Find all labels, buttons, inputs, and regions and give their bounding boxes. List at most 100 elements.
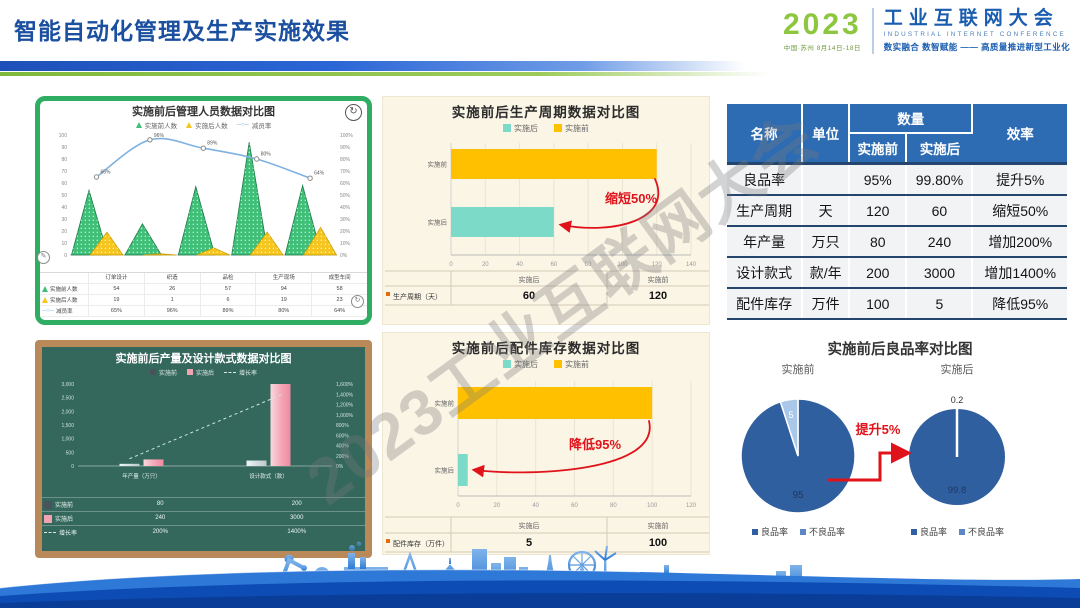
svg-text:100%: 100% [340,133,353,139]
svg-text:80: 80 [585,262,592,268]
svg-text:100: 100 [59,133,68,139]
decorative-circle-icon: ✎ [37,251,50,264]
svg-text:60: 60 [61,181,67,187]
svg-text:200%: 200% [336,454,349,460]
svg-text:5: 5 [526,537,532,549]
svg-text:80%: 80% [340,157,351,163]
svg-text:600%: 600% [336,433,349,439]
wave-decoration [0,569,1080,608]
svg-text:0: 0 [456,503,460,509]
svg-text:2,500: 2,500 [61,396,74,402]
svg-text:120: 120 [649,290,667,302]
svg-text:1,500: 1,500 [61,423,74,429]
svg-text:40: 40 [61,205,67,211]
svg-text:20%: 20% [340,229,351,235]
svg-text:实施后: 实施后 [435,466,455,475]
svg-text:实施前: 实施前 [435,399,455,408]
svg-text:3,000: 3,000 [61,382,74,388]
logo-venue: 中国·苏州 8月14日-18日 [783,45,861,52]
svg-text:良品率: 良品率 [761,526,788,537]
output-table-row: 实施前 80 200 [42,497,365,511]
cycle-chart-panel: 实施前后生产周期数据对比图 实施后 实施前 0 20 40 60 80 100 120 140 实… [382,96,710,325]
svg-text:实施后: 实施后 [519,275,540,284]
logo-name-en: INDUSTRIAL INTERNET CONFERENCE [883,31,1066,38]
svg-text:96%: 96% [154,133,165,139]
summary-table-body: 良品率 95% 99.80% 提升5% 生产周期天 120 60 缩短50% 年产量 万只 80 24… [727,163,1067,320]
svg-text:120: 120 [652,262,663,268]
svg-text:80: 80 [61,157,67,163]
svg-text:60: 60 [551,262,558,268]
staff-table-row: 实施后人数 19 1 6 19 23 [40,295,367,306]
inventory-chart-panel: 实施前后配件库存数据对比图 实施后 实施前 0 20 40 60 80 100 120 实施前实… [382,332,710,555]
svg-text:140: 140 [686,262,697,268]
svg-text:实施后: 实施后 [428,218,448,227]
svg-text:设计款式（款）: 设计款式（款） [249,472,288,480]
svg-text:1,400%: 1,400% [336,392,354,398]
refresh-icon: ↻ [345,104,362,121]
output-chart-panel: 实施前后产量及设计款式数据对比图 实施前 实施后 增长率 0 500 1,000 1,50… [35,340,372,558]
svg-text:良品率: 良品率 [920,526,947,537]
svg-text:65%: 65% [101,170,112,176]
svg-text:实施后: 实施后 [941,362,974,376]
svg-text:500: 500 [66,450,75,456]
svg-text:30: 30 [61,217,67,223]
svg-text:0.2: 0.2 [951,395,964,405]
svg-text:5: 5 [788,410,793,420]
logo-year-block: 2023 中国·苏州 8月14日-18日 [782,8,862,53]
svg-text:提升5%: 提升5% [856,422,901,437]
inventory-chart-title: 实施前后配件库存数据对比图 [451,341,641,356]
svg-text:生产周期（天）: 生产周期（天） [393,292,442,301]
staff-chart-legend: 实施前人数 实施后人数 ─○─ 减员率 [40,119,367,131]
svg-text:800%: 800% [336,423,349,429]
svg-text:100: 100 [649,537,667,549]
logo-year: 2023 [782,8,862,41]
svg-text:10: 10 [61,241,67,247]
yield-chart-panel: 实施前后良品率对比图 实施前 5 95 良品率 不良品率 实施后 0.2 99.8 良品率 不良品… [730,334,1070,556]
svg-text:0: 0 [449,262,453,268]
header-divider-blue [0,61,745,71]
svg-text:70: 70 [61,169,67,175]
svg-text:100: 100 [647,503,658,509]
svg-text:99.8: 99.8 [948,485,967,496]
svg-text:30%: 30% [340,217,351,223]
svg-text:10%: 10% [340,241,351,247]
svg-text:0: 0 [64,253,67,259]
svg-text:不良品率: 不良品率 [809,526,845,537]
svg-text:实施前: 实施前 [782,362,815,376]
decorative-circle-icon: ↻ [351,295,364,308]
svg-text:1,000%: 1,000% [336,413,354,419]
summary-table-header: 名称 单位 数量 效率 实施前 实施后 [727,104,1067,165]
svg-text:配件库存（万件）: 配件库存（万件） [393,539,449,548]
svg-text:60: 60 [571,503,578,509]
svg-text:20: 20 [61,229,67,235]
svg-text:不良品率: 不良品率 [968,526,1004,537]
svg-text:89%: 89% [207,141,218,147]
cycle-chart-legend: 实施后 实施前 [383,121,709,135]
summary-table-panel: 名称 单位 数量 效率 实施前 实施后 良品率 95% 99.80% 提升5% 生产周期… [727,104,1067,320]
summary-header-before: 实施前 [849,133,908,165]
svg-text:年产量（万只）: 年产量（万只） [122,472,161,480]
summary-table-row: 年产量 万只 80 240 增加200% [727,226,1067,258]
svg-text:0%: 0% [340,253,348,259]
logo-separator [871,8,874,54]
svg-text:1,600%: 1,600% [336,382,354,388]
output-chart-plot: 0 500 1,000 1,500 2,000 2,500 3,000 0% 200% 400% 6… [61,382,354,480]
svg-text:60%: 60% [340,181,351,187]
yield-chart-title: 实施前后良品率对比图 [827,342,973,358]
output-chart-title: 实施前后产量及设计款式数据对比图 [115,353,292,365]
staff-chart-plot: 0 10 20 30 40 50 60 70 80 90 100 0% 10% 20% 30% 40% 50% 6… [59,133,354,259]
svg-text:1,000: 1,000 [61,437,74,443]
svg-text:90: 90 [61,145,67,151]
header-divider-green [0,72,770,76]
output-table-row: 实施后 240 3000 [42,511,365,525]
svg-text:实施前: 实施前 [648,521,669,530]
page-title: 智能自动化管理及生产实施效果 [14,18,350,44]
staff-chart-panel: 实施前后管理人员数据对比图 ↻ ✎ ↻ 实施前人数 实施后人数 ─○─ 减员率 0 10… [35,96,372,325]
summary-table: 名称 单位 数量 效率 实施前 实施后 良品率 95% 99.80% 提升5% 生产周期… [727,104,1067,320]
summary-header-unit: 单位 [802,104,851,165]
summary-header-after: 实施后 [906,133,973,165]
svg-text:50%: 50% [340,193,351,199]
